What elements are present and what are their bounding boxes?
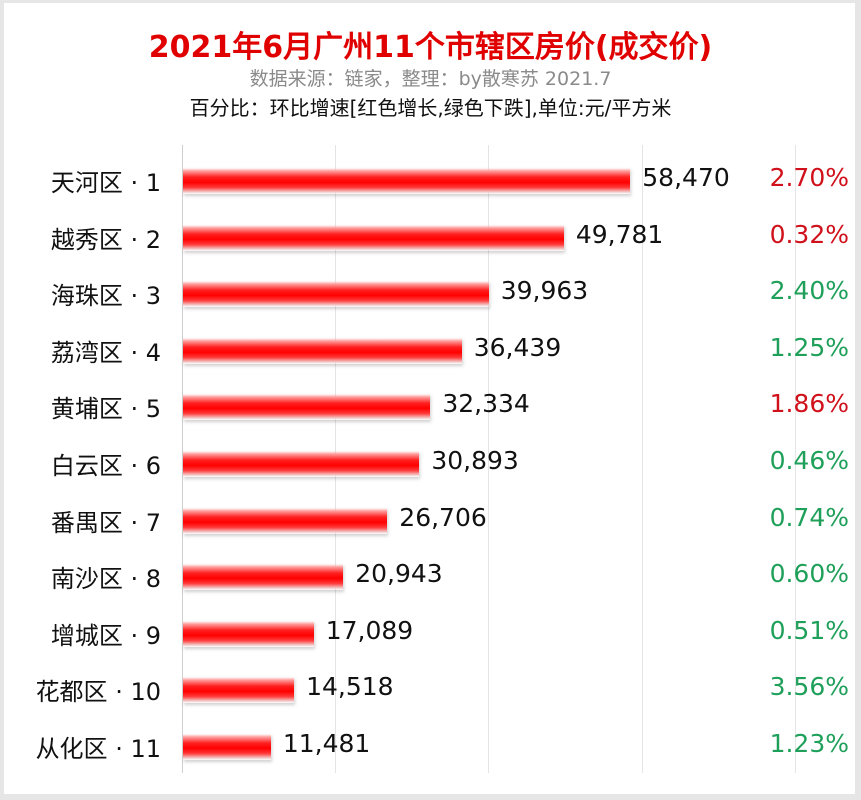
gridline bbox=[488, 145, 489, 773]
value-label: 49,781 bbox=[575, 219, 664, 249]
category-label: 荔湾区 · 4 bbox=[50, 338, 161, 367]
category-label: 增城区 · 9 bbox=[50, 621, 161, 650]
value-label: 17,089 bbox=[325, 615, 414, 645]
pct-change-label: 1.86% bbox=[769, 389, 849, 419]
bar-row: 番禺区 · 7 26,706 0.74% bbox=[0, 493, 861, 549]
category-label: 番禺区 · 7 bbox=[50, 508, 161, 537]
category-label: 越秀区 · 2 bbox=[50, 225, 161, 254]
bar bbox=[183, 677, 295, 704]
bar-row: 黄埔区 · 5 32,334 1.86% bbox=[0, 379, 861, 435]
pct-change-label: 0.46% bbox=[769, 446, 849, 475]
category-label: 花都区 · 10 bbox=[35, 678, 161, 707]
pct-change-label: 1.25% bbox=[769, 332, 849, 362]
pct-change-label: 0.51% bbox=[769, 615, 849, 645]
category-label: 海珠区 · 3 bbox=[50, 282, 161, 311]
bar bbox=[183, 394, 431, 421]
bar-row: 从化区 · 11 11,481 1.23% bbox=[0, 719, 861, 775]
pct-change-label: 3.56% bbox=[769, 672, 849, 702]
bar bbox=[183, 337, 462, 364]
gridline bbox=[795, 145, 796, 773]
chart-subtitle: 数据来源：链家，整理：by散寒苏 2021.7 bbox=[249, 68, 612, 90]
category-label: 白云区 · 6 bbox=[50, 452, 161, 480]
value-label: 14,518 bbox=[306, 672, 394, 702]
pct-change-label: 0.32% bbox=[769, 219, 849, 249]
pct-change-label: 0.74% bbox=[769, 502, 849, 532]
category-label: 天河区 · 1 bbox=[50, 169, 161, 197]
bar-row: 花都区 · 10 14,518 3.56% bbox=[0, 662, 861, 718]
bar-row: 南沙区 · 8 20,943 0.60% bbox=[0, 549, 861, 605]
bar-row: 海珠区 · 3 39,963 2.40% bbox=[0, 266, 861, 322]
category-label: 南沙区 · 8 bbox=[50, 565, 161, 594]
y-axis-line bbox=[182, 145, 183, 773]
value-label: 36,439 bbox=[473, 332, 562, 362]
bar-row: 天河区 · 1 58,470 2.70% bbox=[0, 153, 861, 209]
value-label: 58,470 bbox=[642, 163, 730, 192]
bar bbox=[183, 564, 344, 591]
chart-annotation: 百分比：环比增速[红色增长,绿色下跌],单位:元/平方米 bbox=[189, 96, 672, 120]
value-label: 11,481 bbox=[282, 729, 371, 758]
category-label: 黄埔区 · 5 bbox=[50, 395, 161, 424]
bar bbox=[183, 224, 564, 251]
value-label: 30,893 bbox=[431, 446, 519, 475]
pct-change-label: 2.40% bbox=[769, 276, 849, 306]
bar-row: 增城区 · 9 17,089 0.51% bbox=[0, 606, 861, 662]
bar bbox=[183, 281, 489, 308]
value-label: 39,963 bbox=[500, 276, 589, 306]
value-label: 20,943 bbox=[355, 559, 443, 589]
gridline bbox=[642, 145, 643, 773]
bar bbox=[183, 734, 271, 760]
pct-change-label: 2.70% bbox=[769, 163, 849, 192]
value-label: 32,334 bbox=[442, 389, 530, 419]
bar-row: 越秀区 · 2 49,781 0.32% bbox=[0, 210, 861, 266]
chart-title: 2021年6月广州11个市辖区房价(成交价) bbox=[148, 30, 713, 65]
pct-change-label: 1.23% bbox=[769, 729, 849, 758]
pct-change-label: 0.60% bbox=[769, 559, 849, 589]
bar bbox=[183, 168, 631, 194]
bar bbox=[183, 620, 314, 647]
bar bbox=[183, 507, 388, 534]
bar-row: 荔湾区 · 4 36,439 1.25% bbox=[0, 323, 861, 379]
category-label: 从化区 · 11 bbox=[35, 735, 161, 763]
bar bbox=[183, 451, 420, 477]
bar-row: 白云区 · 6 30,893 0.46% bbox=[0, 436, 861, 492]
value-label: 26,706 bbox=[399, 502, 487, 532]
